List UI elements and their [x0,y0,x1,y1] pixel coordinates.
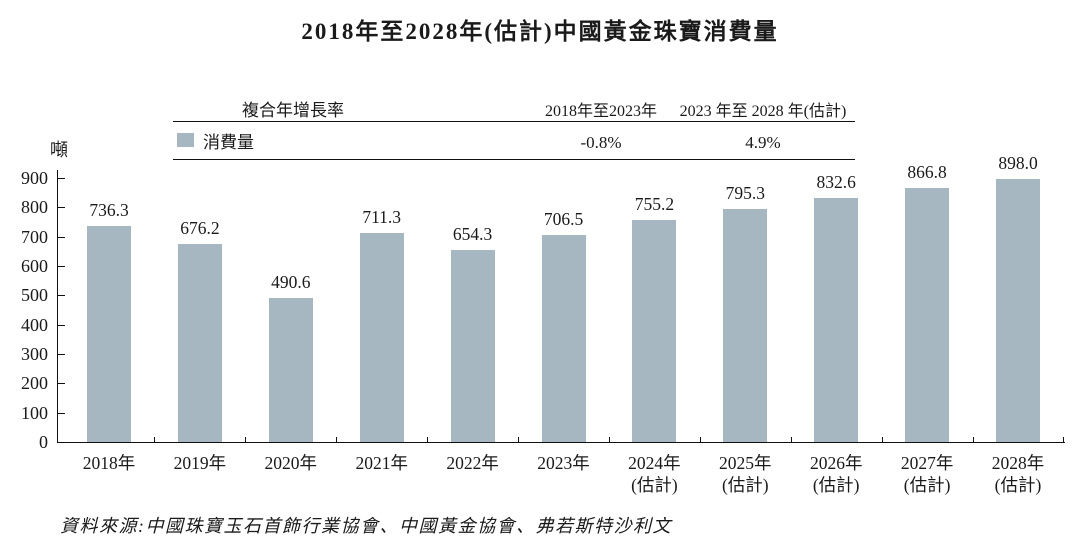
bar-value-label: 706.5 [543,208,584,229]
x-label-estimate: (估計) [994,475,1042,495]
x-axis-tick [245,437,247,443]
y-axis-tick-label: 400 [21,314,48,335]
cagr-period2-value: 4.9% [745,133,781,152]
bar-value-label: 832.6 [816,171,856,192]
bar [87,226,131,442]
x-label-estimate: (估計) [631,475,678,495]
y-axis-tick [58,324,65,326]
x-axis-category-label: 2023年 [514,452,614,474]
bar [632,220,677,442]
y-axis-tick [58,236,65,238]
cagr-period1-value: -0.8% [580,133,622,152]
x-axis-category-label: 2021年 [332,452,432,474]
x-axis-tick [699,437,701,443]
legend-rule-top [173,121,855,122]
bar [268,298,313,442]
x-axis-category-label: 2019年 [150,452,250,474]
x-axis-tick [518,437,520,443]
x-axis-tick [881,437,883,443]
y-axis-tick [58,354,65,355]
y-axis-tick [58,266,65,267]
bar-value-label: 736.3 [89,200,129,221]
y-axis-tick-label: 500 [21,285,48,306]
x-axis-line [57,442,1065,443]
chart-title: 2018年至2028年(估計)中國黃金珠寶消費量 [301,19,779,44]
x-axis-category-label: 2022年 [423,452,523,474]
y-axis-tick-label: 800 [21,197,48,218]
bar-value-label: 654.3 [452,224,493,245]
y-axis-tick-label: 200 [21,373,48,394]
y-axis-unit-label: 噸 [50,140,68,160]
y-axis-tick-label: 300 [21,344,48,364]
bar-value-label: 490.6 [271,272,311,293]
x-label-year: 2020年 [264,453,318,473]
x-axis-category-label: 2025年 (估計) [695,452,795,496]
y-axis-tick [58,207,65,209]
y-axis-tick [58,178,65,179]
bar [359,233,404,442]
y-axis-tick-label: 100 [21,402,48,423]
cagr-header-label: 複合年增長率 [242,101,344,120]
bar [996,178,1040,442]
x-label-year: 2021年 [355,453,408,473]
x-label-year: 2026年 [809,453,863,473]
x-label-year: 2027年 [900,453,954,473]
cagr-period2-header: 2023 年至 2028 年(估計) [679,103,847,120]
x-axis-category-label: 2024年 (估計) [604,452,704,496]
y-axis-tick [58,383,65,385]
x-axis-tick [427,437,429,443]
y-axis-tick-label: 0 [39,432,48,452]
bar [450,250,495,442]
y-axis-tick-label: 900 [21,168,48,188]
x-label-year: 2023年 [537,453,590,473]
y-axis-tick [58,295,65,297]
legend-color-swatch [177,133,194,147]
x-axis-category-label: 2020年 [241,452,341,474]
x-axis-category-label: 2018年 [59,452,159,474]
bar [177,243,222,442]
x-label-year: 2022年 [446,453,499,473]
x-axis-tick [1063,437,1065,443]
x-label-year: 2028年 [991,453,1045,473]
bar [541,234,586,442]
y-axis-line [57,170,58,443]
x-axis-category-label: 2026年 (估計) [786,452,886,496]
x-axis-tick [972,437,974,443]
bar [905,187,950,442]
bar [723,208,768,442]
bar-value-label: 676.2 [180,217,220,238]
x-label-estimate: (估計) [812,475,860,495]
source-note: 資料來源:中國珠寶玉石首飾行業協會、中國黃金協會、弗若斯特沙利文 [60,516,672,536]
y-axis-tick-label: 600 [21,256,48,276]
x-label-estimate: (估計) [721,475,769,495]
x-axis-tick [608,437,610,443]
x-label-year: 2025年 [719,453,772,473]
bar-value-label: 711.3 [362,207,402,228]
bar [814,197,859,442]
legend-series-label: 消費量 [203,133,254,152]
x-label-year: 2018年 [82,453,136,473]
x-label-year: 2024年 [628,453,681,473]
bar-value-label: 795.3 [725,182,765,203]
bar-value-label: 898.0 [998,152,1038,173]
x-axis-tick [336,437,338,443]
legend-rule-bottom [173,159,855,160]
y-axis-tick-label: 700 [21,226,48,247]
y-axis-tick [58,412,65,414]
x-axis-tick [154,437,156,443]
bar-value-label: 755.2 [634,194,675,215]
x-label-year: 2019年 [173,453,227,473]
bar-value-label: 866.8 [907,161,947,182]
x-axis-tick [790,437,792,443]
cagr-period1-header: 2018年至2023年 [544,103,657,120]
x-axis-category-label: 2027年 (估計) [877,452,977,496]
x-label-estimate: (估計) [903,475,951,495]
x-axis-category-label: 2028年 (估計) [968,452,1068,496]
